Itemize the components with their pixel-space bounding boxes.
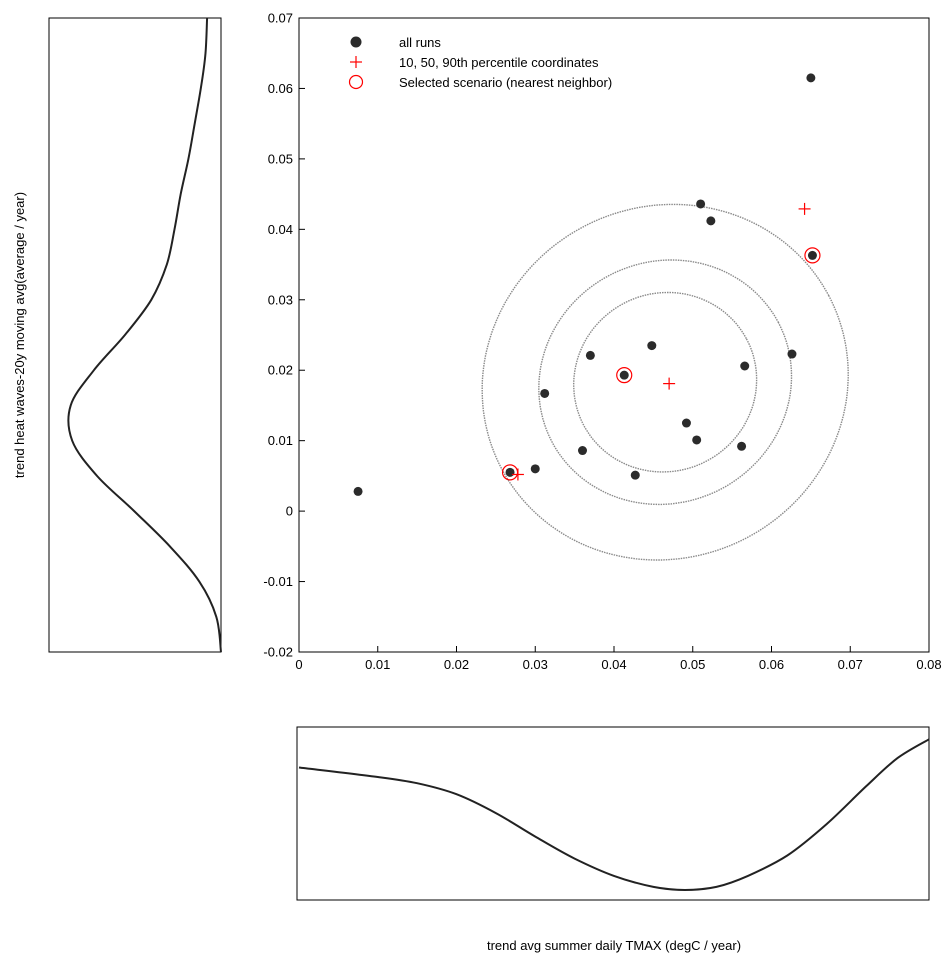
x-tick-label: 0.08 — [916, 657, 941, 672]
x-axis-ticks: 0 0.01 0.02 0.03 0.04 0.05 0.06 0.07 0.08 — [295, 646, 942, 672]
x-tick-label: 0.06 — [759, 657, 784, 672]
marginal-y-frame — [48, 17, 222, 653]
contour-ellipse-1 — [573, 291, 758, 473]
selected-scenario-marker — [616, 367, 633, 384]
y-tick-label: 0.01 — [268, 433, 293, 448]
legend-label-all-runs: all runs — [399, 35, 441, 50]
legend-marker-all-runs — [350, 36, 362, 48]
run-point — [353, 486, 363, 496]
y-tick-label: 0.06 — [268, 81, 293, 96]
legend: all runs 10, 50, 90th percentile coordin… — [348, 35, 612, 90]
x-tick-label: 0 — [295, 657, 302, 672]
run-point — [740, 361, 750, 371]
x-tick-label: 0.01 — [365, 657, 390, 672]
legend-marker-selected — [348, 74, 364, 90]
y-tick-label: -0.01 — [263, 574, 293, 589]
run-point — [505, 467, 515, 477]
y-tick-label: -0.02 — [263, 645, 293, 660]
y-tick-label: 0 — [286, 504, 293, 519]
run-point — [681, 418, 691, 428]
marginal-curves — [67, 17, 930, 892]
percentile-marker — [511, 468, 524, 481]
x-axis-title: trend avg summer daily TMAX (degC / year… — [487, 938, 741, 953]
marginal-x-density-curve — [298, 738, 930, 892]
run-point — [787, 349, 797, 359]
contour-ellipse-3 — [481, 203, 849, 561]
legend-marker-percentile — [350, 56, 362, 68]
y-tick-label: 0.04 — [268, 222, 293, 237]
run-point — [578, 446, 587, 456]
run-point — [619, 370, 629, 380]
percentile-marker — [798, 202, 811, 215]
y-tick-label: 0.02 — [268, 363, 293, 378]
contour-group — [481, 203, 849, 561]
x-tick-label: 0.02 — [444, 657, 469, 672]
y-tick-label: 0.03 — [268, 292, 293, 307]
run-point — [692, 435, 702, 445]
legend-label-percentile: 10, 50, 90th percentile coordinates — [399, 55, 599, 70]
run-point — [807, 250, 817, 260]
run-point — [696, 199, 706, 209]
x-tick-label: 0.05 — [680, 657, 705, 672]
marginal-y-density-curve — [67, 17, 222, 653]
run-point — [530, 464, 540, 474]
run-point — [647, 341, 657, 351]
main-plot-frame — [298, 17, 930, 653]
points-group — [353, 73, 821, 496]
x-tick-label: 0.04 — [601, 657, 626, 672]
y-axis-ticks: -0.02 -0.01 0 0.01 0.02 0.03 0.04 0.05 0.06 0.07 — [263, 11, 305, 660]
contour-ellipse-2 — [538, 259, 793, 506]
run-point — [737, 441, 747, 451]
y-tick-label: 0.05 — [268, 151, 293, 166]
x-tick-label: 0.03 — [523, 657, 548, 672]
marginal-x-frame — [296, 726, 930, 901]
y-axis-title: trend heat waves-20y moving avg(average … — [12, 192, 27, 478]
selected-scenario-marker — [804, 247, 821, 264]
y-tick-label: 0.07 — [268, 11, 293, 26]
x-tick-label: 0.07 — [838, 657, 863, 672]
run-point — [806, 73, 816, 83]
legend-label-selected: Selected scenario (nearest neighbor) — [399, 75, 612, 90]
percentile-marker — [663, 377, 676, 390]
run-point — [540, 388, 550, 398]
run-point — [706, 216, 716, 226]
run-point — [585, 350, 595, 360]
run-point — [630, 470, 640, 480]
